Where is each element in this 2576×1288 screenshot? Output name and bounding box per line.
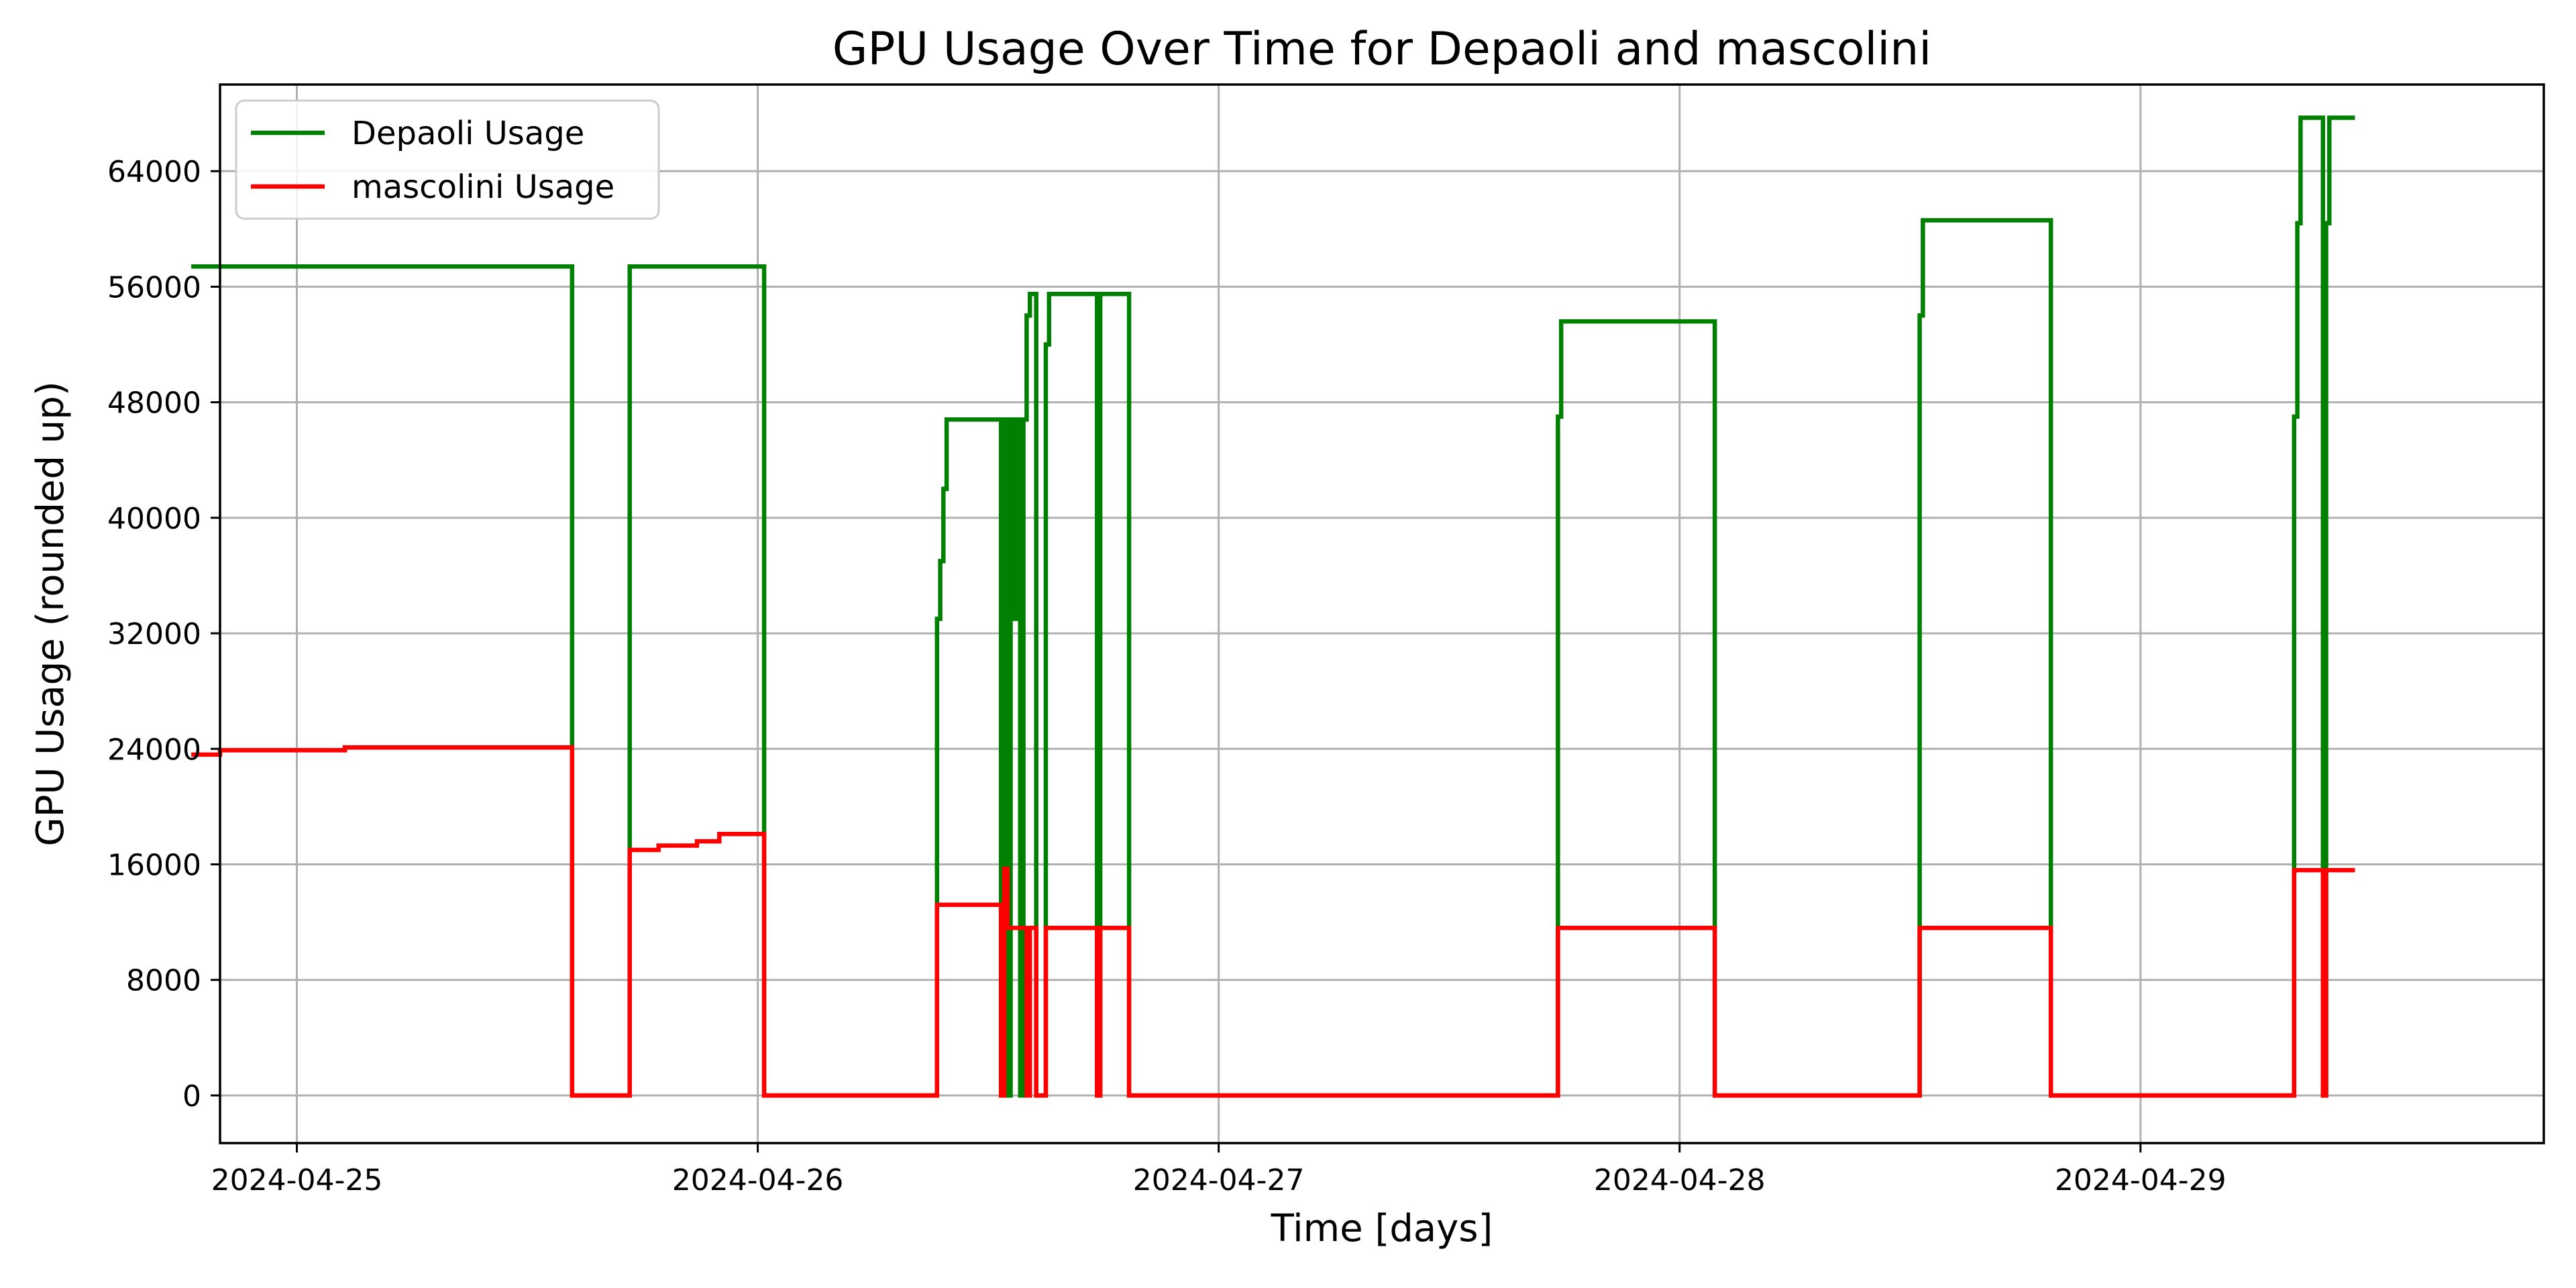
legend: Depaoli Usage mascolini Usage: [235, 99, 660, 220]
y-tick-label: 8000: [126, 964, 201, 998]
legend-frame: [235, 99, 660, 220]
y-tick-label: 0: [182, 1079, 201, 1114]
y-tick-label: 24000: [107, 733, 201, 767]
tick-layer: 2024-04-25 2024-04-26 2024-04-27 2024-04-28…: [107, 155, 2226, 1197]
legend-label: mascolini Usage: [352, 168, 614, 206]
y-tick-label: 32000: [107, 617, 201, 651]
y-tick-label: 48000: [107, 386, 201, 421]
x-tick-label: 2024-04-26: [672, 1163, 844, 1197]
x-tick-label: 2024-04-28: [1594, 1163, 1766, 1197]
y-axis-title: GPU Usage (rounded up): [29, 381, 72, 846]
x-tick-label: 2024-04-29: [2055, 1163, 2226, 1197]
y-tick-label: 40000: [107, 502, 201, 536]
x-tick-label: 2024-04-27: [1133, 1163, 1305, 1197]
series-line-1: [191, 745, 2355, 1098]
series-layer: [191, 115, 2355, 1098]
y-tick-label: 16000: [107, 849, 201, 883]
grid-layer: [220, 85, 2544, 1143]
y-tick-label: 56000: [107, 270, 201, 305]
plot-area-frame: [219, 83, 2545, 1144]
legend-label: Depaoli Usage: [352, 115, 584, 152]
y-tick-label: 64000: [107, 155, 201, 189]
x-tick-label: 2024-04-25: [211, 1163, 383, 1197]
x-axis-title: Time [days]: [1271, 1207, 1493, 1250]
chart-title: GPU Usage Over Time for Depaoli and masc…: [833, 23, 1932, 76]
